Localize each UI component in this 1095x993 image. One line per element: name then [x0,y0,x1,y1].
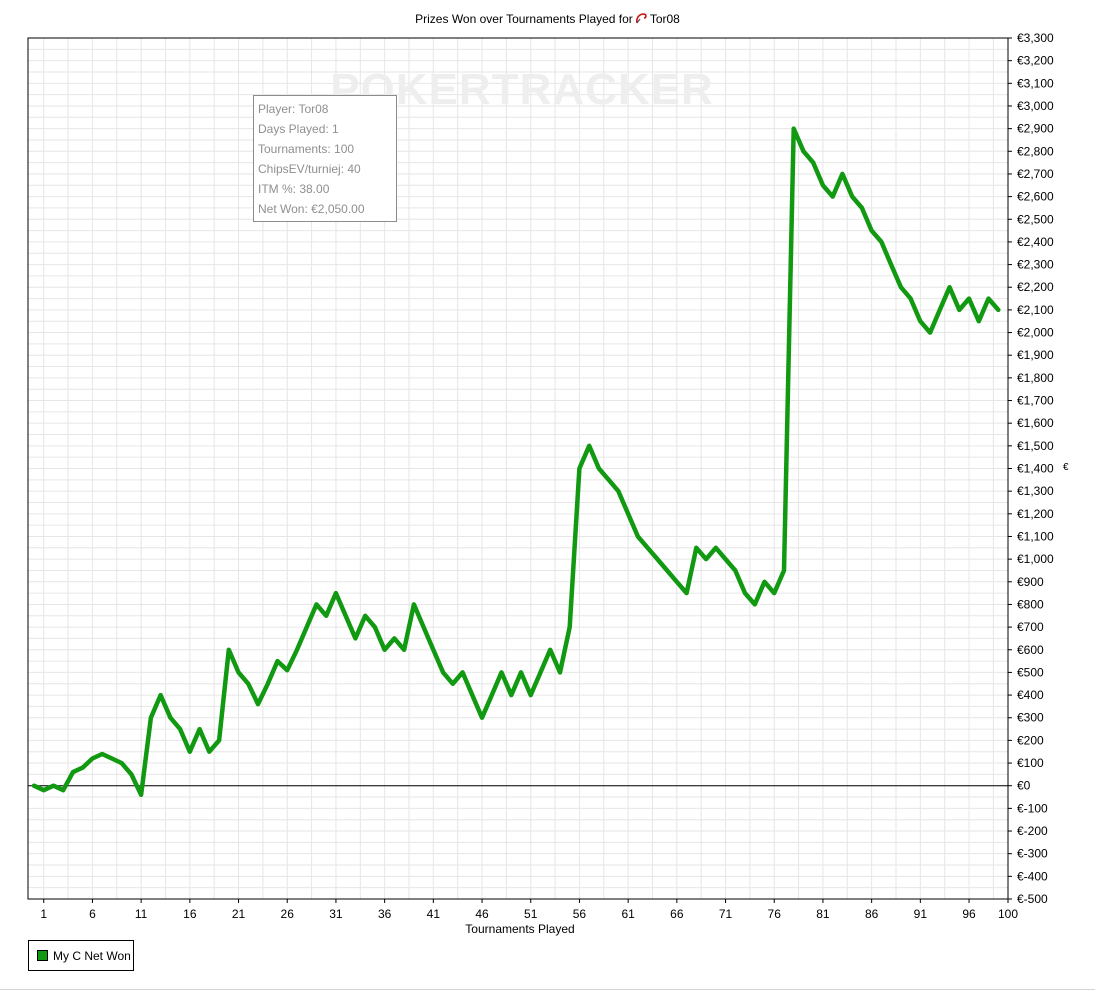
y-tick-label: €1,900 [1017,348,1054,362]
info-line: Player: Tor08 [258,102,329,116]
x-tick-label: 51 [524,907,538,921]
legend-label: My C Net Won [53,948,131,963]
y-tick-label: €500 [1017,665,1044,679]
y-tick-label: €2,700 [1017,167,1054,181]
y-tick-label: €900 [1017,575,1044,589]
stats-info-box: Player: Tor08 Days Played: 1 Tournaments: … [253,95,397,222]
y-tick-label: €2,500 [1017,212,1054,226]
x-tick-label: 26 [281,907,295,921]
x-tick-label: 21 [232,907,246,921]
y-tick-label: €2,200 [1017,280,1054,294]
series-line-my-c-net-won [31,126,1001,798]
y-axis-label: € [1063,462,1069,473]
y-tick-label: €1,200 [1017,507,1054,521]
x-tick-label: 41 [427,907,441,921]
y-tick-label: €2,000 [1017,326,1054,340]
y-tick-label: €2,800 [1017,144,1054,158]
x-axis-label: Tournaments Played [465,922,575,936]
x-tick-label: 66 [670,907,684,921]
x-tick-label: 86 [865,907,879,921]
info-line: Net Won: €2,050.00 [258,202,365,216]
y-tick-label: €1,800 [1017,371,1054,385]
y-tick-label: €-200 [1017,824,1048,838]
y-tick-label: €3,000 [1017,99,1054,113]
x-tick-label: 16 [183,907,197,921]
x-tick-label: 81 [816,907,830,921]
grid [28,37,1008,900]
y-tick-label: €100 [1017,756,1044,770]
x-tick-label: 71 [719,907,733,921]
info-line: ITM %: 38.00 [258,182,330,196]
y-tick-label: €1,700 [1017,394,1054,408]
info-line: Tournaments: 100 [258,142,355,156]
x-tick-label: 100 [998,907,1018,921]
y-tick-label: €2,900 [1017,122,1054,136]
y-tick-label: €600 [1017,643,1044,657]
y-tick-label: €700 [1017,620,1044,634]
y-tick-label: €1,400 [1017,462,1054,476]
y-tick-label: €800 [1017,597,1044,611]
info-line: ChipsEV/turniej: 40 [258,162,361,176]
info-line: Days Played: 1 [258,122,339,136]
y-tick-label: €1,300 [1017,484,1054,498]
player-site-icon [635,13,647,24]
y-tick-label: €-400 [1017,869,1048,883]
x-tick-label: 91 [914,907,928,921]
y-tick-label: €1,600 [1017,416,1054,430]
x-tick-label: 36 [378,907,392,921]
chart-title: Prizes Won over Tournaments Played for To… [0,12,1095,26]
legend: My C Net Won [28,940,134,971]
x-tick-label: 76 [768,907,782,921]
y-tick-label: €400 [1017,688,1044,702]
y-tick-label: €-500 [1017,892,1048,906]
y-tick-label: €0 [1017,779,1031,793]
y-tick-label: €200 [1017,733,1044,747]
title-text: Prizes Won over Tournaments Played for [415,12,633,26]
y-tick-label: €2,400 [1017,235,1054,249]
y-axis: €3,300 €3,200 €3,100 €3,000 €2,900 €2,800 €2,7… [1008,31,1054,906]
y-tick-label: €-300 [1017,847,1048,861]
x-tick-label: 46 [475,907,489,921]
x-tick-label: 96 [962,907,976,921]
y-tick-label: €1,100 [1017,529,1054,543]
x-tick-label: 31 [329,907,343,921]
y-tick-label: €3,200 [1017,54,1054,68]
x-tick-label: 11 [135,907,148,921]
y-tick-label: €3,300 [1017,31,1054,45]
y-tick-label: €1,500 [1017,439,1054,453]
y-tick-label: €300 [1017,711,1044,725]
player-name: Tor08 [649,12,680,26]
x-axis: 1 6 11 16 21 26 31 36 41 46 51 56 61 66 71 76 81 86 91 96 10… [40,899,1018,921]
y-tick-label: €3,100 [1017,76,1054,90]
y-tick-label: €2,300 [1017,258,1054,272]
bottom-divider [0,989,1095,990]
y-tick-label: €1,000 [1017,552,1054,566]
y-tick-label: €2,100 [1017,303,1054,317]
x-tick-label: 1 [40,907,47,921]
x-tick-label: 61 [621,907,635,921]
x-tick-label: 56 [573,907,587,921]
y-tick-label: €-100 [1017,801,1048,815]
y-tick-label: €2,600 [1017,190,1054,204]
x-tick-label: 6 [89,907,96,921]
legend-swatch [37,950,48,961]
